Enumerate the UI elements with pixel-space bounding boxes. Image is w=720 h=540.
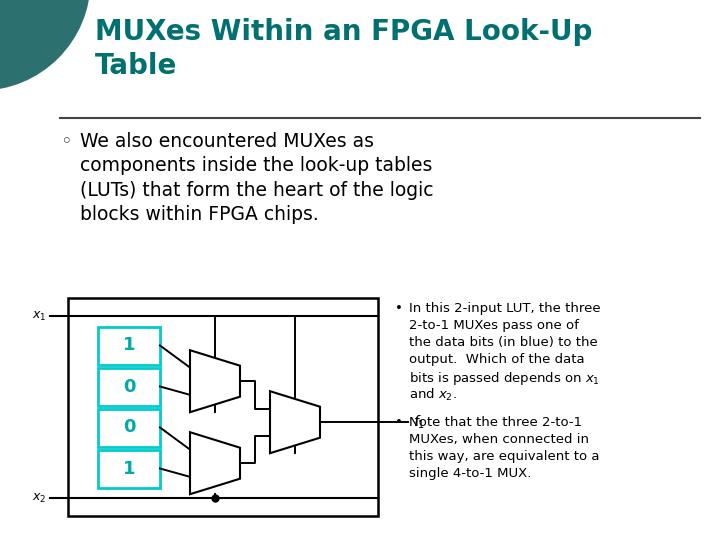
Text: single 4-to-1 MUX.: single 4-to-1 MUX. xyxy=(409,467,531,480)
Text: $x_1$: $x_1$ xyxy=(32,309,46,322)
Text: ◦: ◦ xyxy=(60,132,71,151)
Text: MUXes, when connected in: MUXes, when connected in xyxy=(409,433,589,446)
Text: 1: 1 xyxy=(122,336,135,354)
Text: $f_1$: $f_1$ xyxy=(413,414,425,431)
Text: We also encountered MUXes as
components inside the look-up tables
(LUTs) that fo: We also encountered MUXes as components … xyxy=(80,132,433,224)
Text: Note that the three 2-to-1: Note that the three 2-to-1 xyxy=(409,416,582,429)
Text: and $x_2$.: and $x_2$. xyxy=(409,387,457,403)
Text: 0: 0 xyxy=(122,377,135,395)
Circle shape xyxy=(0,0,90,90)
Text: 0: 0 xyxy=(122,418,135,436)
Bar xyxy=(98,449,160,488)
Text: 2-to-1 MUXes pass one of: 2-to-1 MUXes pass one of xyxy=(409,319,579,332)
Text: •: • xyxy=(395,302,403,315)
Text: MUXes Within an FPGA Look-Up
Table: MUXes Within an FPGA Look-Up Table xyxy=(95,18,593,79)
Text: In this 2-input LUT, the three: In this 2-input LUT, the three xyxy=(409,302,600,315)
Text: 1: 1 xyxy=(122,460,135,477)
Bar xyxy=(98,408,160,447)
Bar xyxy=(68,298,378,516)
Bar xyxy=(98,368,160,406)
Polygon shape xyxy=(270,391,320,453)
Text: the data bits (in blue) to the: the data bits (in blue) to the xyxy=(409,336,598,349)
Text: $x_2$: $x_2$ xyxy=(32,491,46,504)
Text: bits is passed depends on $x_1$: bits is passed depends on $x_1$ xyxy=(409,370,600,387)
Polygon shape xyxy=(190,432,240,494)
Bar xyxy=(98,327,160,364)
Text: output.  Which of the data: output. Which of the data xyxy=(409,353,585,366)
Text: •: • xyxy=(395,416,403,429)
Polygon shape xyxy=(190,350,240,412)
Text: this way, are equivalent to a: this way, are equivalent to a xyxy=(409,450,600,463)
